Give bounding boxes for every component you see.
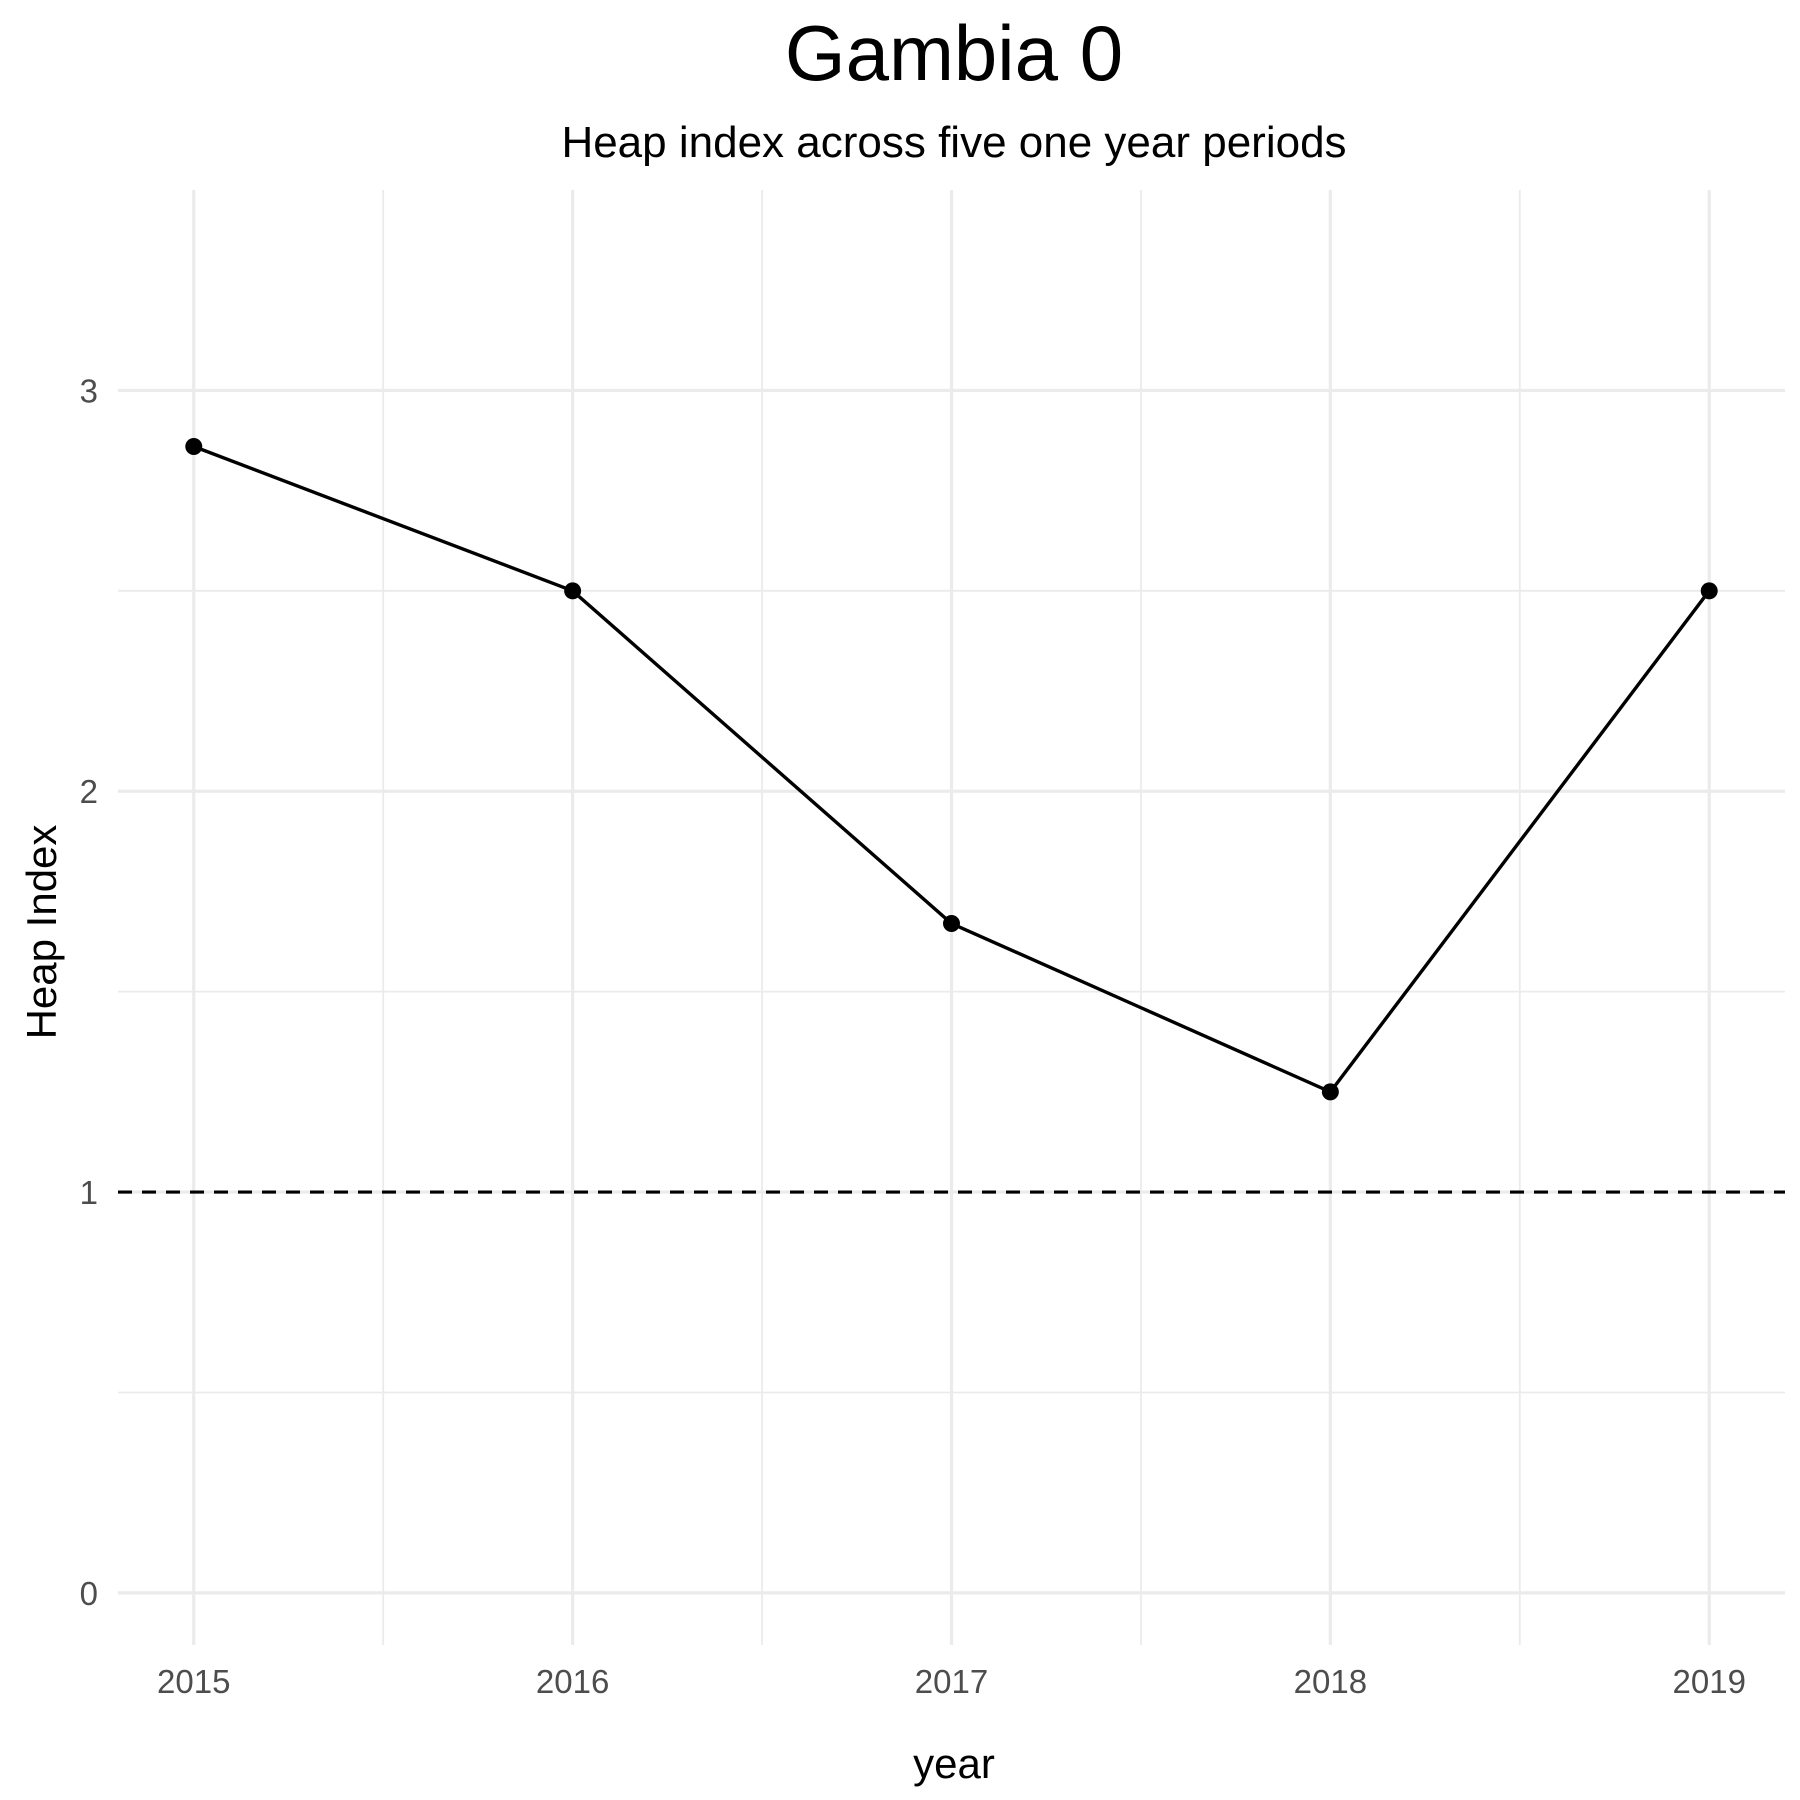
data-point [564, 582, 582, 600]
x-tick-label: 2017 [915, 1663, 988, 1700]
y-axis-title: Heap Index [18, 825, 65, 1040]
chart-title: Gambia 0 [785, 9, 1123, 97]
y-tick-label: 2 [80, 773, 98, 810]
y-axis-ticks: 0 1 2 3 [80, 372, 98, 1611]
data-point [185, 438, 203, 456]
chart-subtitle: Heap index across five one year periods [561, 118, 1346, 167]
x-axis-title: year [913, 1740, 995, 1787]
series-group [185, 438, 1718, 1101]
y-tick-label: 0 [80, 1575, 98, 1612]
grid [118, 190, 1785, 1645]
y-tick-label: 3 [80, 372, 98, 409]
x-tick-label: 2019 [1673, 1663, 1746, 1700]
data-point [1321, 1083, 1339, 1101]
x-tick-label: 2018 [1294, 1663, 1367, 1700]
data-point [1700, 582, 1718, 600]
x-tick-label: 2016 [536, 1663, 609, 1700]
x-axis-ticks: 2015 2016 2017 2018 2019 [157, 1663, 1746, 1700]
data-point [943, 915, 960, 933]
x-tick-label: 2015 [157, 1663, 230, 1700]
y-tick-label: 1 [80, 1174, 98, 1211]
